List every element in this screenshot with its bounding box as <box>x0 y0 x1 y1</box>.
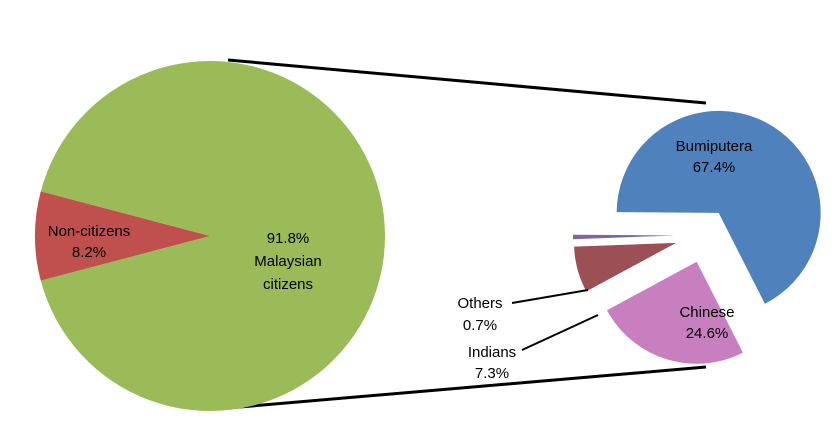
label-chinese: Chinese <box>679 304 734 321</box>
pie-slice-others <box>573 234 676 240</box>
leader-line-others <box>511 289 589 304</box>
leader-line-indians <box>521 314 599 351</box>
value-non-citizens: 8.2% <box>72 244 106 261</box>
pie-slice-chinese <box>606 261 743 364</box>
value-chinese: 24.6% <box>686 325 729 342</box>
value-bumiputera: 67.4% <box>693 159 736 176</box>
connector-line-top <box>227 58 707 105</box>
label-non-citizens: Non-citizens <box>48 223 131 240</box>
pie-slice-indians <box>574 242 677 292</box>
label-malaysian-citizens-line1: Malaysian <box>254 253 322 270</box>
label-bumiputera: Bumiputera <box>676 138 753 155</box>
pie-slice-malaysian-citizens <box>40 61 385 411</box>
label-others: Others <box>457 295 502 312</box>
pie-slice-non-citizens <box>34 191 211 281</box>
main-pie <box>34 61 385 411</box>
label-indians: Indians <box>468 344 516 361</box>
value-malaysian-citizens: 91.8% <box>267 230 310 247</box>
label-malaysian-citizens-line2: citizens <box>263 276 313 293</box>
pie-slice-bumiputera <box>616 110 821 304</box>
connector-line-bottom <box>227 365 707 410</box>
value-indians: 7.3% <box>475 365 509 382</box>
secondary-pie <box>573 110 821 364</box>
value-others: 0.7% <box>463 317 497 334</box>
